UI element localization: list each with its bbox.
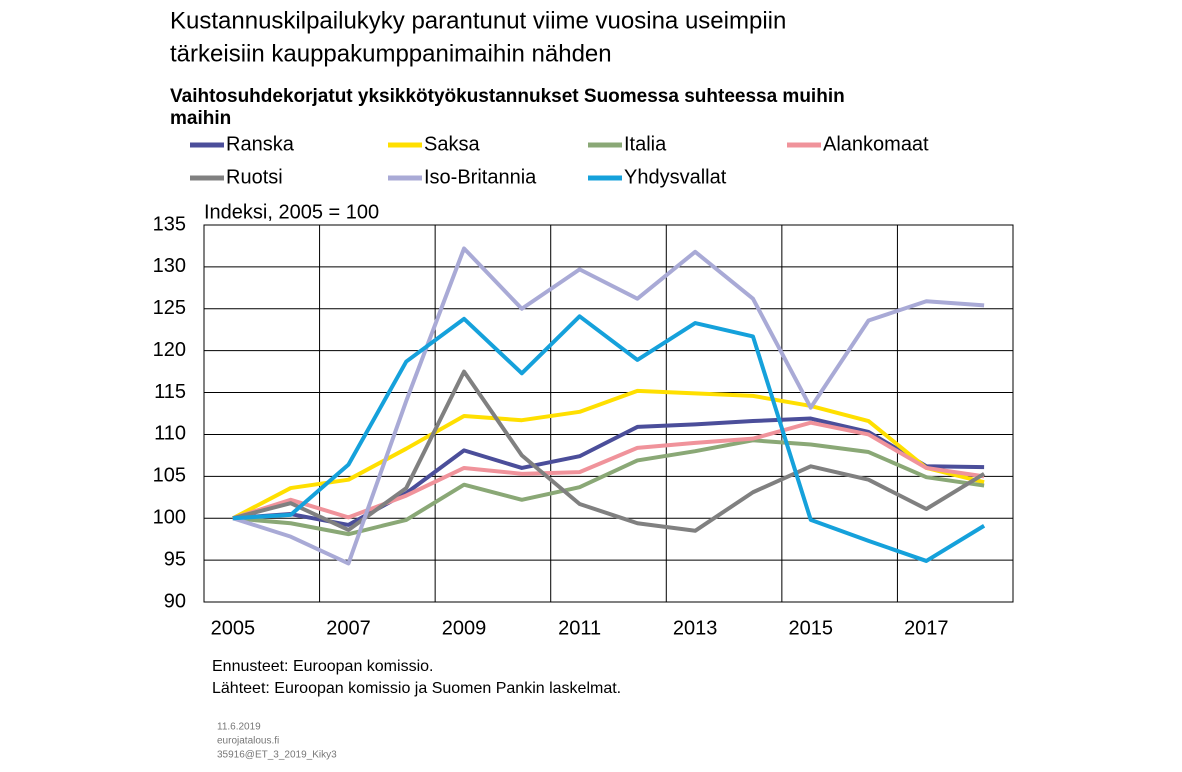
chart-subtitle: Vaihtosuhdekorjatut yksikkötyökustannuks…	[170, 86, 845, 107]
line-series	[232, 369, 986, 533]
x-tick-label: 2007	[326, 617, 371, 639]
footer: 35916@ET_3_2019_Kiky3	[217, 750, 337, 761]
x-tick-label: 2005	[211, 617, 256, 639]
legend-label: Yhdysvallat	[624, 166, 727, 188]
chart-title: Kustannuskilpailukyky parantunut viime v…	[170, 7, 786, 34]
line-series	[232, 420, 985, 521]
y-tick-label: 115	[154, 381, 186, 403]
x-tick-label: 2017	[904, 617, 949, 639]
footer: eurojatalous.fi	[217, 736, 279, 747]
line-series	[232, 314, 986, 563]
legend-label: Iso-Britannia	[424, 166, 537, 188]
y-tick-label: 130	[153, 255, 186, 277]
plot-frame	[203, 224, 1014, 603]
footer: 11.6.2019	[217, 722, 261, 733]
y-tick-label: 95	[164, 548, 186, 570]
x-tick-label: 2013	[673, 617, 718, 639]
y-tick-label: 135	[153, 213, 186, 235]
x-tick-label: 2015	[789, 617, 834, 639]
y-tick-label: 100	[153, 507, 186, 529]
y-tick-label: 90	[164, 590, 186, 612]
note: Ennusteet: Euroopan komissio.	[212, 658, 433, 675]
y-tick-label: 120	[153, 339, 186, 361]
y-tick-label: 125	[153, 297, 186, 319]
y-tick-label: 110	[154, 423, 186, 445]
line-series	[231, 388, 985, 520]
line-series	[232, 438, 985, 537]
legend-label: Italia	[624, 133, 667, 155]
legend-label: Ruotsi	[226, 166, 283, 188]
legend-label: Saksa	[424, 133, 480, 155]
line-series	[232, 416, 985, 527]
legend-label: Alankomaat	[823, 133, 929, 155]
y-axis-label: Indeksi, 2005 = 100	[204, 201, 379, 223]
x-tick-label: 2009	[442, 617, 487, 639]
chart-title: tärkeisiin kauppakumppanimaihin nähden	[170, 40, 612, 67]
legend-label: Ranska	[226, 133, 295, 155]
line-series	[232, 246, 985, 566]
x-tick-label: 2011	[558, 617, 601, 639]
chart-subtitle: maihin	[170, 108, 231, 129]
y-tick-label: 105	[153, 465, 186, 487]
note: Lähteet: Euroopan komissio ja Suomen Pan…	[212, 680, 621, 697]
